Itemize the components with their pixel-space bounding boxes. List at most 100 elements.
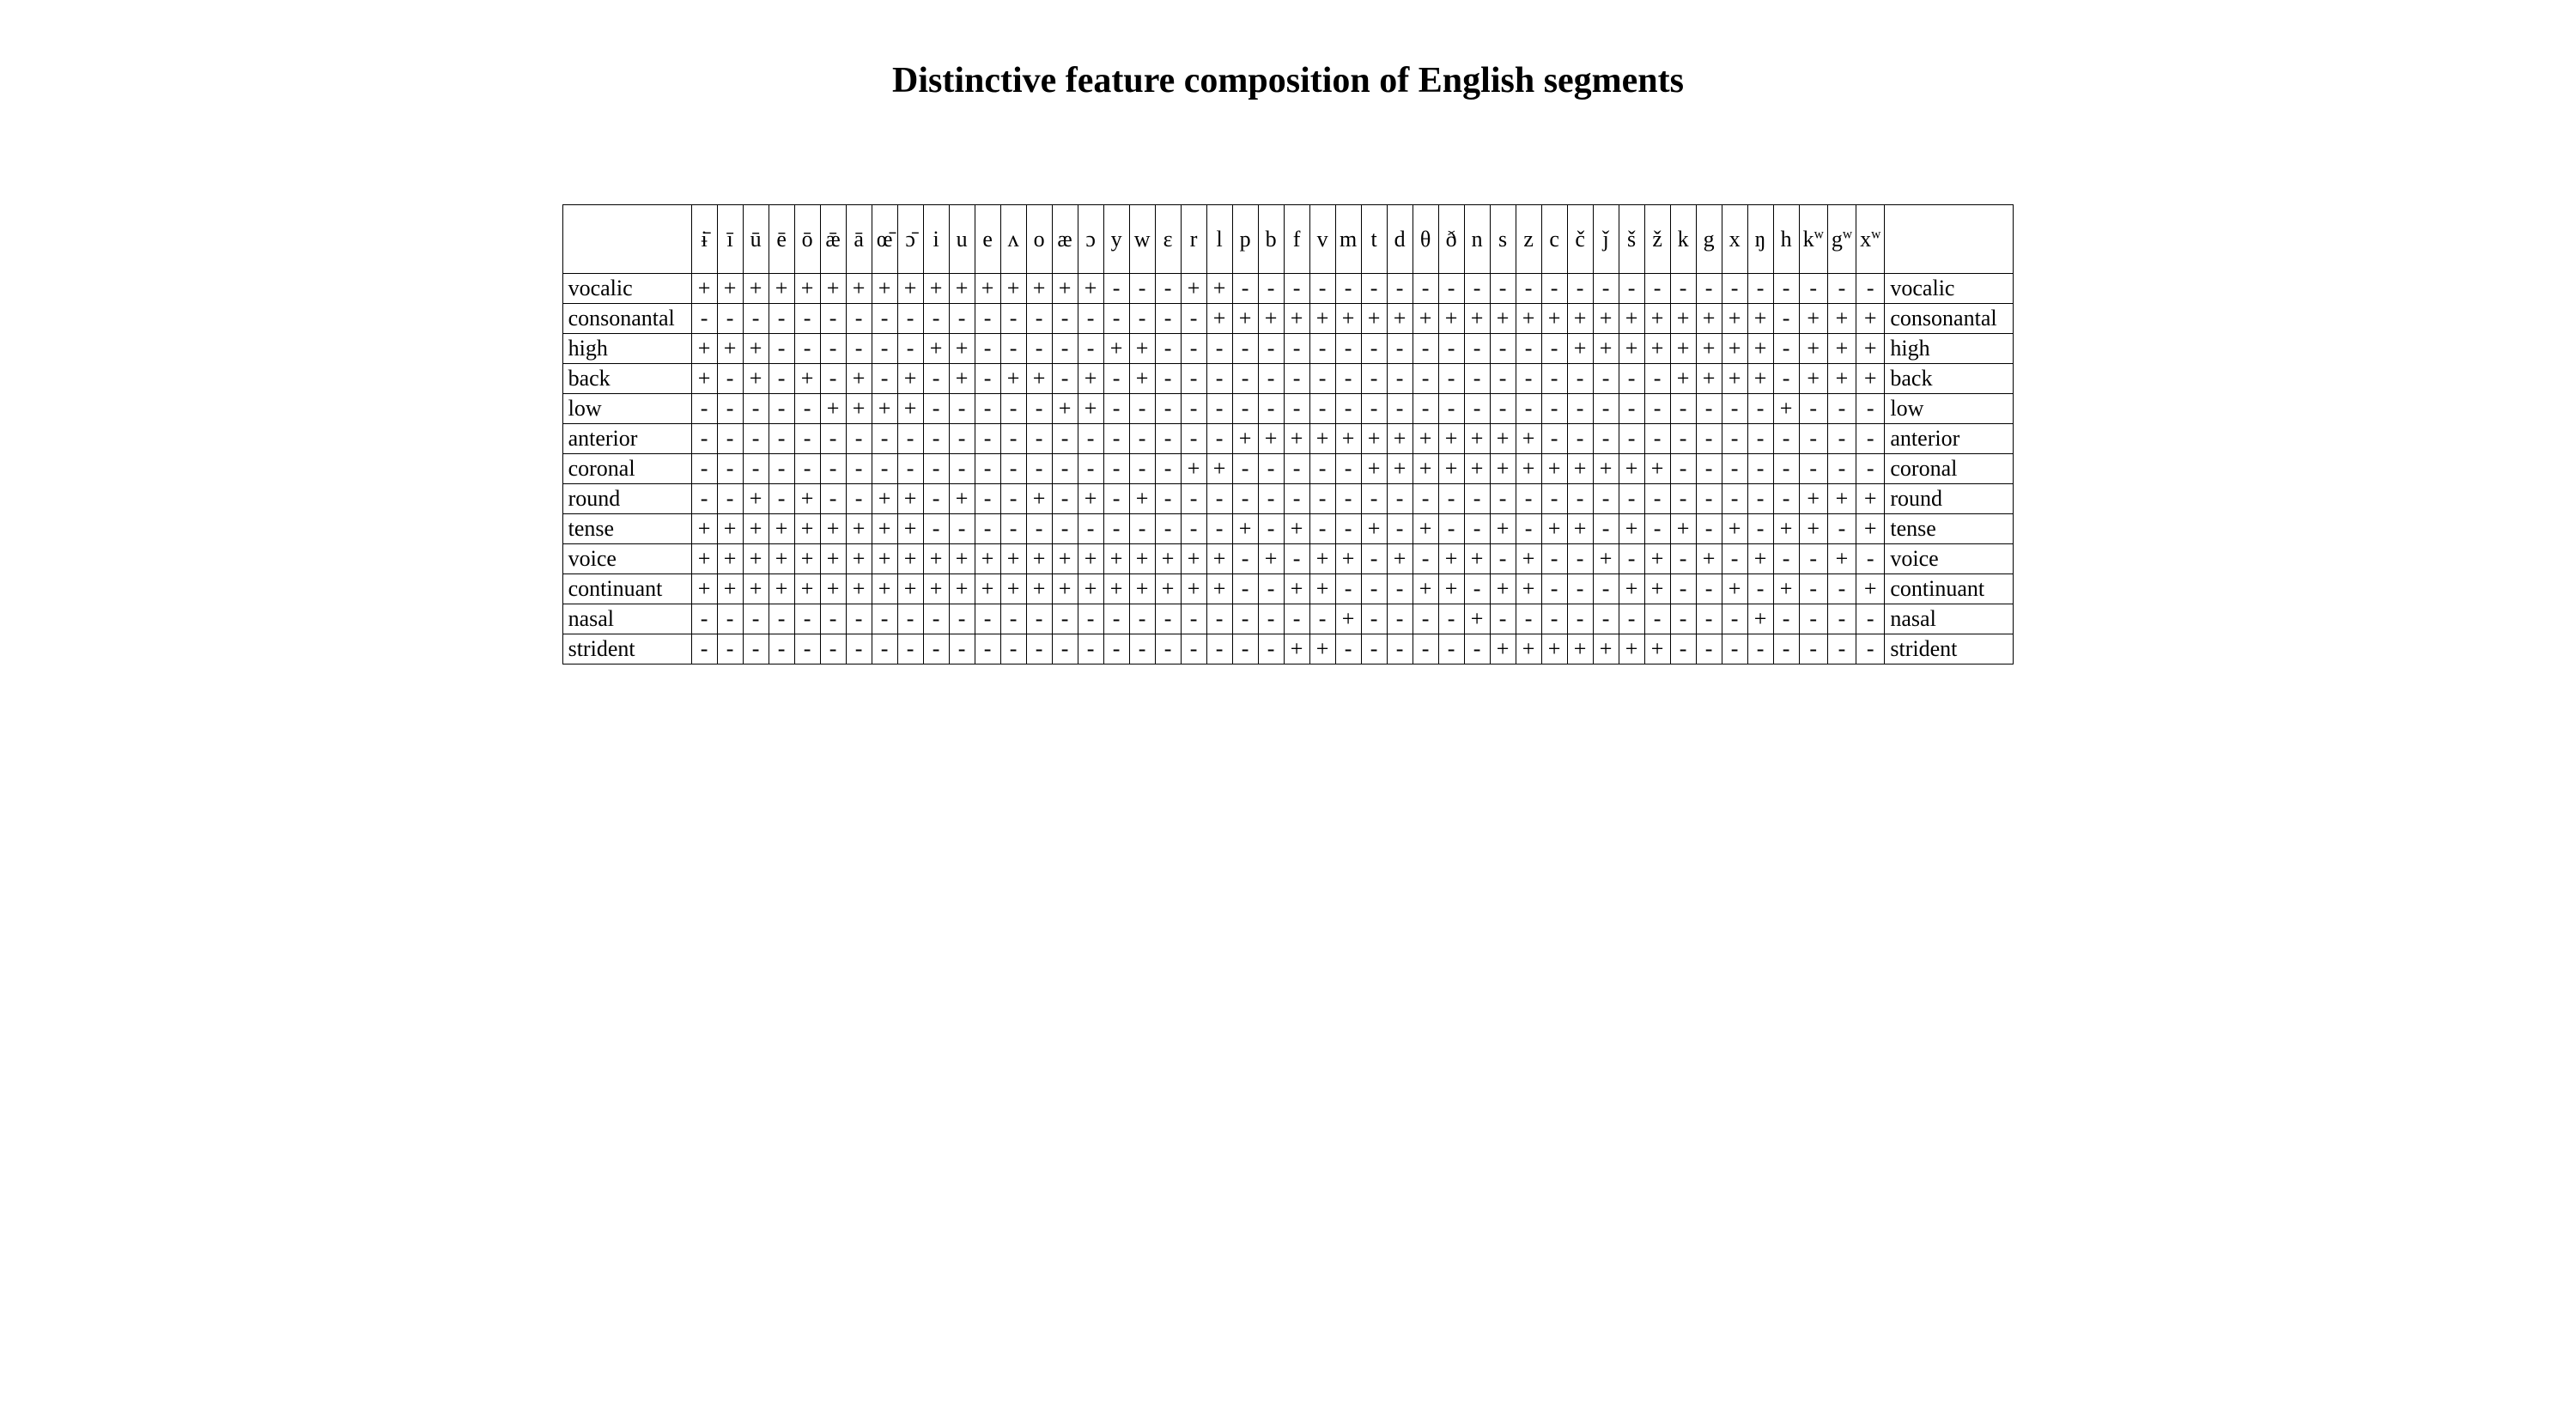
- feature-table-container: ɨ̄īūēōǣāœ̄ɔ̄iueʌoæɔywɛrlpbfvmtdθðnszcčǰš…: [17, 204, 2559, 664]
- feature-cell: -: [1129, 424, 1155, 454]
- feature-cell: +: [1696, 544, 1722, 574]
- feature-cell: -: [1413, 604, 1438, 634]
- feature-cell: -: [717, 634, 743, 664]
- feature-cell: -: [1438, 274, 1464, 304]
- feature-cell: +: [846, 544, 872, 574]
- feature-cell: -: [769, 634, 794, 664]
- feature-label-left: voice: [562, 544, 691, 574]
- feature-cell: +: [1438, 574, 1464, 604]
- feature-cell: -: [1541, 394, 1567, 424]
- table-row: tense+++++++++------------+-+--+-+--+-++…: [562, 514, 2014, 544]
- feature-cell: -: [1129, 514, 1155, 544]
- feature-cell: +: [1799, 334, 1827, 364]
- feature-cell: -: [1464, 514, 1490, 544]
- feature-cell: -: [1361, 334, 1387, 364]
- feature-cell: -: [1516, 274, 1541, 304]
- feature-cell: -: [1258, 364, 1284, 394]
- feature-cell: +: [1026, 274, 1052, 304]
- feature-cell: -: [820, 424, 846, 454]
- feature-cell: -: [1181, 634, 1206, 664]
- feature-cell: +: [743, 274, 769, 304]
- feature-cell: -: [717, 304, 743, 334]
- feature-cell: -: [1232, 484, 1258, 514]
- feature-cell: +: [1541, 454, 1567, 484]
- segment-header: š: [1619, 205, 1644, 274]
- feature-cell: -: [1155, 484, 1181, 514]
- feature-cell: +: [1309, 634, 1335, 664]
- feature-cell: +: [1000, 364, 1026, 394]
- feature-cell: -: [1799, 574, 1827, 604]
- feature-cell: -: [1206, 424, 1232, 454]
- feature-cell: +: [1129, 484, 1155, 514]
- feature-cell: +: [1619, 334, 1644, 364]
- feature-cell: +: [1464, 454, 1490, 484]
- feature-cell: -: [1773, 454, 1799, 484]
- feature-cell: +: [1413, 304, 1438, 334]
- feature-cell: +: [1284, 424, 1309, 454]
- feature-cell: -: [1232, 544, 1258, 574]
- feature-cell: +: [1103, 574, 1129, 604]
- feature-cell: -: [923, 514, 949, 544]
- feature-cell: -: [1000, 424, 1026, 454]
- segment-header: ē: [769, 205, 794, 274]
- feature-cell: +: [691, 364, 717, 394]
- feature-cell: -: [923, 604, 949, 634]
- feature-cell: -: [691, 394, 717, 424]
- feature-cell: +: [1129, 364, 1155, 394]
- feature-cell: -: [1541, 574, 1567, 604]
- feature-cell: -: [1464, 394, 1490, 424]
- feature-cell: -: [872, 364, 897, 394]
- feature-cell: -: [1181, 514, 1206, 544]
- feature-cell: -: [769, 304, 794, 334]
- feature-cell: +: [1078, 394, 1103, 424]
- feature-cell: +: [1722, 574, 1747, 604]
- segment-header: e: [975, 205, 1000, 274]
- feature-cell: +: [1335, 604, 1361, 634]
- page-title: Distinctive feature composition of Engli…: [17, 60, 2559, 101]
- feature-cell: +: [872, 394, 897, 424]
- feature-cell: +: [1619, 514, 1644, 544]
- feature-cell: +: [1206, 454, 1232, 484]
- feature-cell: +: [1773, 514, 1799, 544]
- feature-cell: +: [949, 334, 975, 364]
- feature-label-left: round: [562, 484, 691, 514]
- feature-cell: -: [1413, 394, 1438, 424]
- feature-cell: -: [820, 604, 846, 634]
- segment-header: v: [1309, 205, 1335, 274]
- feature-label-right: continuant: [1885, 574, 2014, 604]
- feature-cell: +: [1696, 364, 1722, 394]
- feature-cell: -: [743, 454, 769, 484]
- feature-cell: +: [1387, 544, 1413, 574]
- feature-cell: +: [769, 574, 794, 604]
- feature-cell: +: [794, 484, 820, 514]
- feature-cell: -: [1309, 604, 1335, 634]
- feature-cell: -: [769, 424, 794, 454]
- feature-cell: -: [1696, 454, 1722, 484]
- table-row: consonantal--------------------+++++++++…: [562, 304, 2014, 334]
- feature-cell: +: [1284, 574, 1309, 604]
- header-blank-right: [1885, 205, 2014, 274]
- feature-cell: +: [1464, 424, 1490, 454]
- feature-cell: -: [1232, 364, 1258, 394]
- feature-cell: -: [1361, 634, 1387, 664]
- feature-cell: +: [820, 514, 846, 544]
- feature-label-right: anterior: [1885, 424, 2014, 454]
- feature-cell: +: [846, 514, 872, 544]
- feature-cell: +: [1103, 334, 1129, 364]
- feature-cell: +: [949, 484, 975, 514]
- feature-cell: -: [1490, 364, 1516, 394]
- feature-cell: -: [1567, 364, 1593, 394]
- feature-cell: +: [1747, 604, 1773, 634]
- feature-cell: +: [1309, 304, 1335, 334]
- feature-cell: -: [1670, 274, 1696, 304]
- feature-cell: -: [975, 334, 1000, 364]
- feature-cell: -: [1619, 274, 1644, 304]
- table-row: low-----++++-----++---------------------…: [562, 394, 2014, 424]
- feature-cell: -: [794, 604, 820, 634]
- feature-cell: -: [1052, 484, 1078, 514]
- feature-cell: -: [1026, 424, 1052, 454]
- feature-cell: -: [1827, 604, 1856, 634]
- feature-cell: +: [949, 544, 975, 574]
- feature-cell: +: [1490, 454, 1516, 484]
- feature-cell: -: [872, 454, 897, 484]
